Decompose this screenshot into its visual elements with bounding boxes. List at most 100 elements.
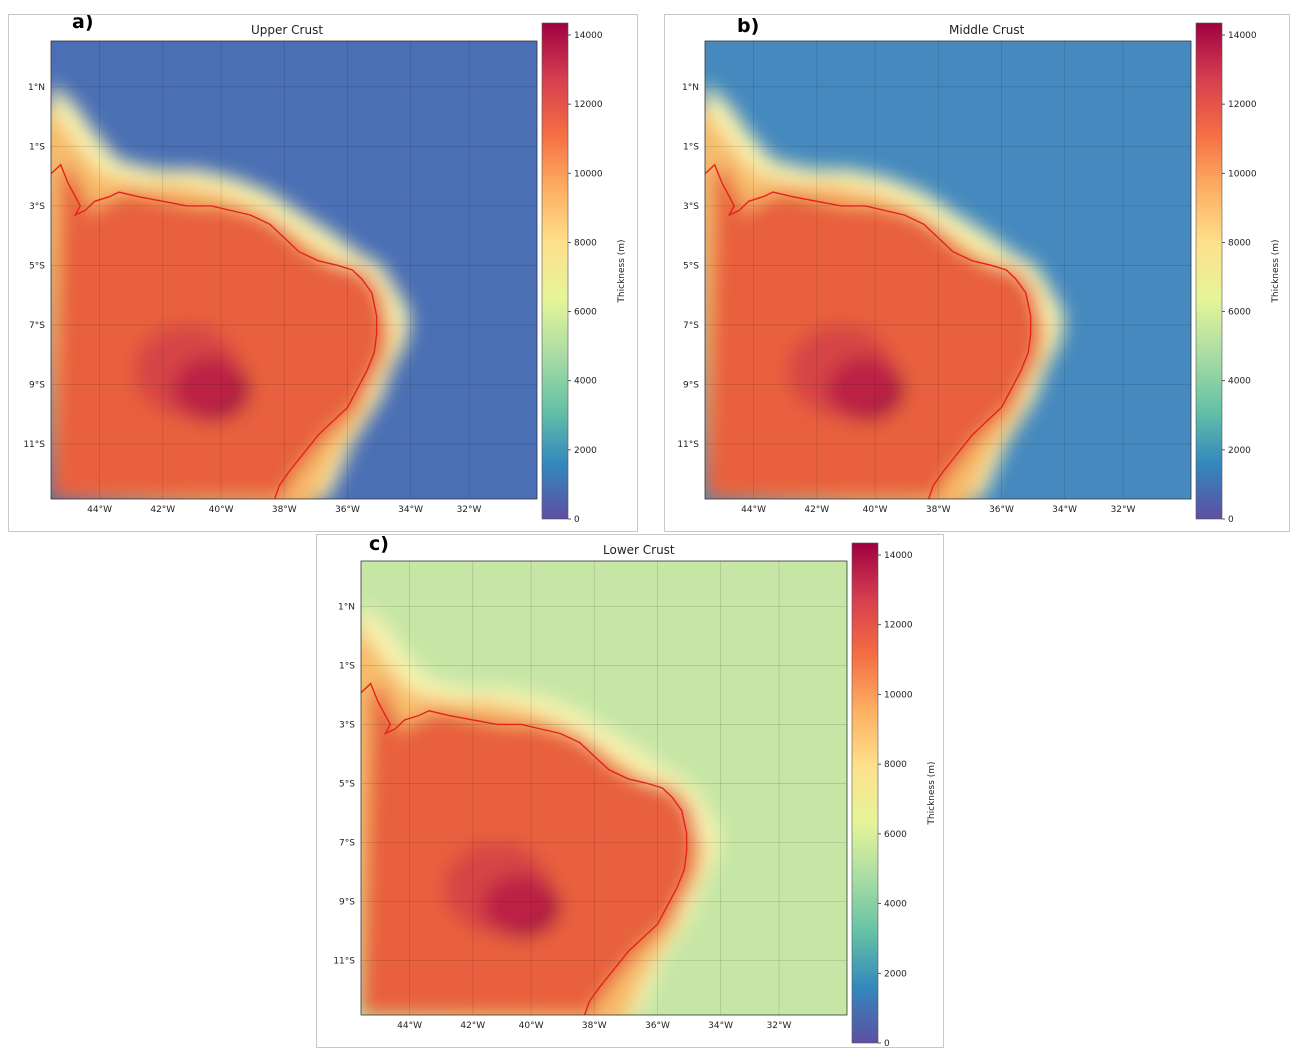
lon-tick-label: 44°W	[741, 505, 766, 515]
colorbar-label: Thickness (m)	[927, 761, 937, 825]
lon-tick-label: 38°W	[926, 505, 951, 515]
panel-title: Upper Crust	[251, 23, 323, 37]
lat-tick-label: 1°N	[682, 83, 699, 93]
lat-tick-label: 1°S	[339, 661, 355, 671]
panel-upper-crust: a) Upper Crust 1°N 1°S 3°S 5°S 7°S 9°S 11°S 44°W 4…	[8, 14, 638, 532]
lon-tick-label: 32°W	[457, 505, 482, 515]
lon-tick-label: 38°W	[272, 505, 297, 515]
lon-tick-label: 42°W	[150, 505, 175, 515]
map-frame	[360, 560, 848, 1016]
colorbar-tick-label: 12000	[1228, 100, 1257, 110]
colorbar-tick-label: 2000	[884, 969, 907, 979]
lat-tick-label: 5°S	[339, 780, 355, 790]
lat-tick-label: 5°S	[683, 261, 699, 271]
panel-title: Middle Crust	[949, 23, 1025, 37]
colorbar	[1195, 22, 1223, 520]
colorbar-tick-label: 8000	[1228, 238, 1251, 248]
lon-tick-label: 42°W	[460, 1021, 485, 1031]
map-frame	[704, 40, 1192, 500]
lon-tick-label: 32°W	[767, 1021, 792, 1031]
panel-letter: a)	[72, 15, 94, 33]
panel-letter: b)	[737, 15, 759, 37]
lat-tick-label: 7°S	[683, 321, 699, 331]
lon-tick-label: 36°W	[335, 505, 360, 515]
panel-letter: c)	[369, 535, 389, 555]
lat-tick-label: 1°S	[683, 142, 699, 152]
colorbar-tick-label: 12000	[574, 100, 603, 110]
colorbar-tick-label: 2000	[574, 446, 597, 456]
thickness-map	[361, 561, 847, 1015]
colorbar-tick-label: 0	[1228, 515, 1234, 525]
lon-tick-label: 40°W	[863, 505, 888, 515]
lon-tick-label: 32°W	[1111, 505, 1136, 515]
graticule	[705, 41, 1191, 499]
thickness-high-zone	[133, 325, 241, 417]
colorbar-tick-label: 14000	[1228, 31, 1257, 41]
lat-tick-label: 9°S	[683, 381, 699, 391]
lat-tick-label: 7°S	[339, 839, 355, 849]
colorbar-label: Thickness (m)	[1271, 239, 1281, 303]
colorbar-tick-label: 10000	[1228, 169, 1257, 179]
graticule	[51, 41, 537, 499]
lat-tick-label: 1°N	[28, 83, 45, 93]
colorbar-tick-label: 6000	[1228, 308, 1251, 318]
colorbar-tick-label: 8000	[574, 238, 597, 248]
colorbar-tick-label: 6000	[884, 830, 907, 840]
colorbar-tick-label: 4000	[884, 900, 907, 910]
map-lower-crust: c) Lower Crust 1°N 1°S 3°S 5°S 7°S 9°S 11°S 44°W 4…	[333, 535, 937, 1047]
colorbar	[541, 22, 569, 520]
colorbar-tick-label: 4000	[574, 377, 597, 387]
lon-tick-label: 44°W	[397, 1021, 422, 1031]
lat-tick-label: 3°S	[29, 202, 45, 212]
lat-tick-label: 11°S	[23, 440, 45, 450]
lon-tick-label: 34°W	[398, 505, 423, 515]
graticule	[361, 561, 847, 1015]
coastline	[705, 163, 1032, 499]
map-middle-crust: b) Middle Crust 1°N 1°S 3°S 5°S 7°S 9°S 11°S 44°W…	[677, 15, 1281, 525]
lat-tick-label: 1°N	[338, 602, 355, 612]
land-area	[705, 164, 1041, 499]
thickness-map	[705, 41, 1191, 499]
colorbar-tick-label: 8000	[884, 760, 907, 770]
coastline	[51, 163, 378, 499]
lon-tick-label: 44°W	[87, 505, 112, 515]
colorbar-tick-label: 12000	[884, 621, 913, 631]
lon-tick-label: 42°W	[804, 505, 829, 515]
lat-tick-label: 9°S	[29, 381, 45, 391]
lon-tick-label: 34°W	[708, 1021, 733, 1031]
lat-tick-label: 1°S	[29, 142, 45, 152]
map-frame	[50, 40, 538, 500]
panel-title: Lower Crust	[603, 543, 675, 557]
colorbar	[851, 542, 879, 1044]
colorbar-tick-label: 0	[574, 515, 580, 525]
thickness-high-zone	[443, 842, 551, 934]
colorbar-tick-label: 6000	[574, 308, 597, 318]
colorbar-tick-label: 0	[884, 1039, 890, 1047]
lat-tick-label: 9°S	[339, 898, 355, 908]
colorbar-tick-label: 4000	[1228, 377, 1251, 387]
colorbar-label: Thickness (m)	[617, 239, 627, 303]
land-area	[51, 164, 387, 499]
map-upper-crust: a) Upper Crust 1°N 1°S 3°S 5°S 7°S 9°S 11°S 44°W 4…	[23, 15, 627, 525]
lat-tick-label: 5°S	[29, 261, 45, 271]
colorbar-tick-label: 14000	[884, 551, 913, 561]
coastline	[361, 682, 688, 1015]
lon-tick-label: 36°W	[645, 1021, 670, 1031]
colorbar-tick-label: 10000	[574, 169, 603, 179]
colorbar-tick-label: 10000	[884, 690, 913, 700]
panel-middle-crust: b) Middle Crust 1°N 1°S 3°S 5°S 7°S 9°S 11°S 44°W…	[664, 14, 1290, 532]
land-area	[361, 683, 697, 1015]
lon-tick-label: 36°W	[989, 505, 1014, 515]
lat-tick-label: 3°S	[339, 720, 355, 730]
lat-tick-label: 11°S	[677, 440, 699, 450]
thickness-high-zone	[787, 325, 895, 417]
lon-tick-label: 40°W	[209, 505, 234, 515]
lon-tick-label: 34°W	[1052, 505, 1077, 515]
lon-tick-label: 40°W	[519, 1021, 544, 1031]
lat-tick-label: 7°S	[29, 321, 45, 331]
lat-tick-label: 11°S	[333, 957, 355, 967]
panel-lower-crust: c) Lower Crust 1°N 1°S 3°S 5°S 7°S 9°S 11°S 44°W 4…	[316, 534, 944, 1048]
lon-tick-label: 38°W	[582, 1021, 607, 1031]
colorbar-tick-label: 2000	[1228, 446, 1251, 456]
lat-tick-label: 3°S	[683, 202, 699, 212]
